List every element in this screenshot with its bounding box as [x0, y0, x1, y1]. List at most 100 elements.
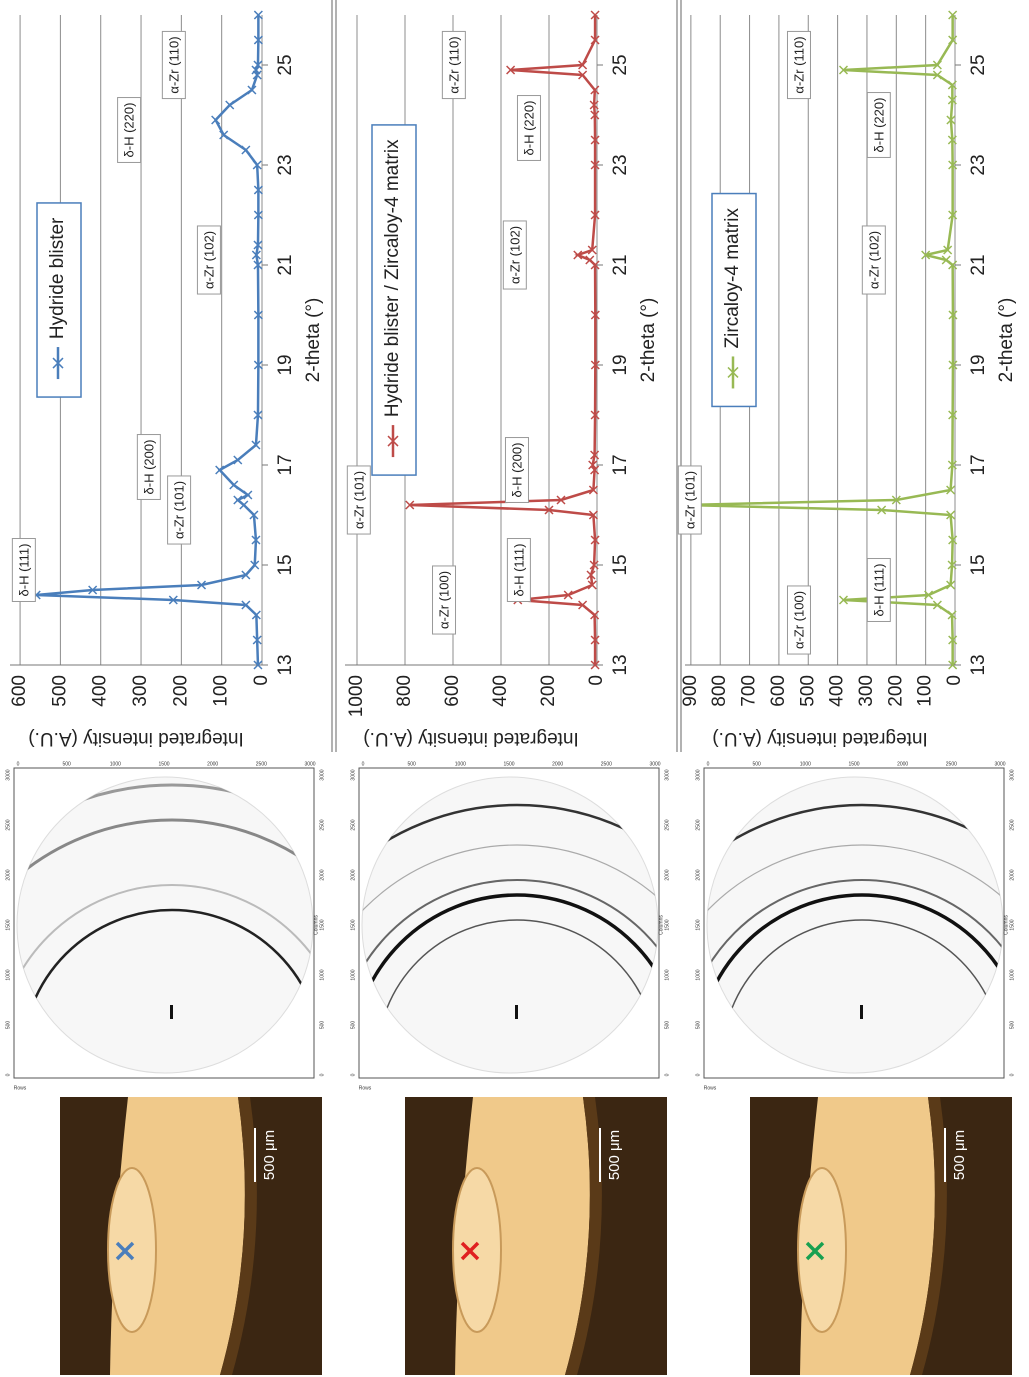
ring	[707, 844, 1003, 1073]
diffraction-tick-label: 3000	[695, 769, 701, 780]
y-tick-label: 500	[49, 675, 70, 707]
ring	[17, 884, 313, 1073]
data-point	[932, 600, 942, 610]
diffraction-tick-label: 3000	[994, 761, 1005, 767]
data-point	[196, 580, 207, 590]
micrograph: 500 μm	[750, 1097, 1012, 1375]
diffraction-tick-label: 2000	[897, 761, 908, 767]
diffraction-tick-label: 0	[1009, 1073, 1015, 1076]
data-point	[253, 35, 263, 45]
x-tick-label: 19	[968, 354, 989, 375]
y-tick-label: 100	[915, 675, 936, 707]
legend-box	[36, 202, 82, 398]
x-tick-label: 23	[610, 154, 631, 175]
xrd-chart: 0 100 200 300 400 500 600 700 800 900 13 15 17 19 21 23…	[677, 10, 1017, 749]
diffraction-tick-label: 3000	[5, 769, 11, 780]
annotation: δ-H (220)	[122, 103, 137, 158]
annotation-box	[161, 30, 186, 100]
data-point	[587, 580, 597, 590]
diffraction-tick-label: 1000	[695, 969, 701, 980]
y-tick-label: 400	[827, 675, 848, 707]
diffraction-tick-label: 3000	[664, 769, 670, 780]
data-point	[947, 95, 957, 105]
x-axis-label: 2-theta (°)	[303, 298, 324, 383]
scale-bar-label: 500 μm	[606, 1130, 623, 1180]
diffraction-tick-label: 500	[664, 1021, 670, 1030]
data-point	[948, 10, 958, 20]
x-axis-label: 2-theta (°)	[638, 298, 659, 383]
data-point	[948, 635, 958, 645]
diffraction-tick-label: 1000	[664, 969, 670, 980]
data-point	[588, 460, 598, 470]
xrd-chart: 0 200 400 600 800 1000 13 15 17 19 21 23 25 2-theta (…	[345, 10, 659, 749]
data-point	[948, 535, 958, 545]
data-point	[590, 635, 600, 645]
blister	[797, 1167, 847, 1333]
diffraction-tick-label: 2500	[946, 761, 957, 767]
annotation-box	[866, 558, 891, 622]
diffraction-tick-label: 500	[407, 761, 416, 767]
y-tick-label: 0	[586, 675, 607, 686]
data-point	[590, 160, 600, 170]
diffraction-tick-label: 500	[350, 1021, 356, 1030]
data-point	[590, 135, 600, 145]
data-point	[941, 255, 951, 265]
y-axis-label: Integrated intensity (A.U.)	[363, 728, 578, 749]
y-tick-label: 800	[394, 675, 415, 707]
diffraction-tick-label: 2000	[664, 869, 670, 880]
diffraction-tick-label: 1500	[695, 919, 701, 930]
annotation: α-Zr (110)	[446, 36, 461, 93]
legend-box	[371, 124, 417, 476]
x-tick-label: 15	[275, 554, 296, 575]
diffraction-tick-label: 2000	[350, 869, 356, 880]
annotation-box	[861, 225, 886, 295]
x-tick-label: 13	[968, 654, 989, 675]
annotation-box	[786, 30, 811, 100]
legend-box	[711, 192, 757, 408]
sample-marker	[460, 1241, 480, 1261]
data-point	[544, 505, 554, 515]
data-point	[891, 495, 901, 505]
diffraction-tick-label: 1500	[664, 919, 670, 930]
beam-stop	[860, 1005, 863, 1019]
data-point	[405, 500, 415, 510]
annotation-box	[136, 434, 161, 500]
blister	[107, 1167, 157, 1333]
data-point	[249, 510, 259, 520]
data-point	[225, 100, 235, 110]
ring	[362, 893, 658, 1073]
annotation-box	[504, 437, 529, 503]
data-point	[588, 485, 598, 495]
data-point	[587, 245, 597, 255]
data-point	[251, 440, 261, 450]
y-tick-label: 300	[130, 675, 151, 707]
diffraction-tick-label: 1000	[5, 969, 11, 980]
annotation: α-Zr (102)	[201, 231, 216, 289]
diffraction-tick-label: 1500	[5, 919, 11, 930]
legend-marker	[387, 435, 399, 447]
diffraction-tick-label: 500	[5, 1021, 11, 1030]
y-tick-label: 900	[680, 675, 701, 707]
y-tick-label: 200	[538, 675, 559, 707]
data-point	[948, 660, 958, 670]
data-point	[590, 310, 600, 320]
data-point	[588, 510, 598, 520]
substrate-shadow	[910, 1097, 947, 1375]
data-point	[233, 455, 243, 465]
ring	[707, 893, 1003, 1073]
data-point	[948, 360, 958, 370]
annotation: δ-H (200)	[509, 443, 524, 498]
data-point	[590, 10, 600, 20]
diffraction-tick-label: 2500	[350, 819, 356, 830]
data-point	[948, 210, 958, 220]
detector	[706, 776, 1004, 1074]
y-tick-label: 400	[490, 675, 511, 707]
x-tick-label: 17	[275, 454, 296, 475]
x-tick-label: 15	[610, 554, 631, 575]
annotation-box	[677, 465, 702, 535]
data-point	[589, 560, 599, 570]
blister	[452, 1167, 502, 1333]
data-point	[253, 185, 263, 195]
diffraction-axis-label: Rows	[359, 1085, 372, 1091]
x-tick-label: 21	[275, 254, 296, 275]
